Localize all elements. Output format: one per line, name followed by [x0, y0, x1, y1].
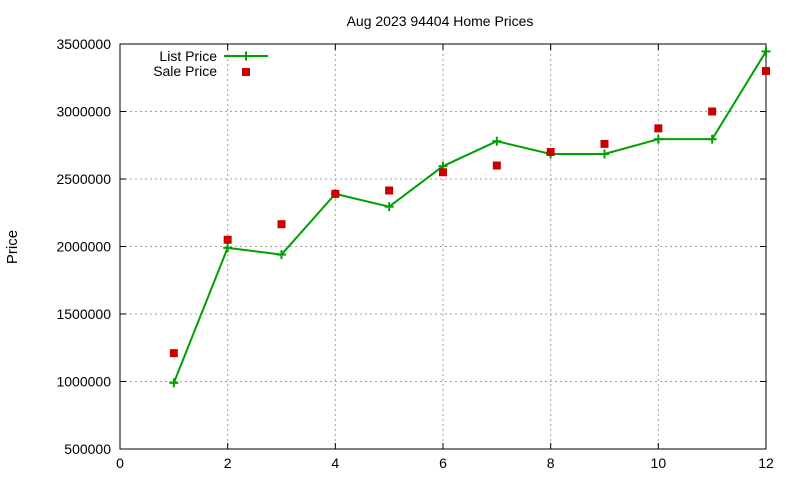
y-tick-label: 1500000	[56, 306, 111, 322]
x-tick-label: 8	[547, 455, 555, 471]
legend-marker-list-price	[241, 51, 251, 61]
x-tick-label: 12	[758, 455, 774, 471]
series-line-list-price	[172, 50, 767, 384]
y-axis-title: Price	[4, 230, 21, 264]
list-price-point	[384, 202, 394, 212]
y-tick-label: 2000000	[56, 239, 111, 255]
list-price-point	[707, 134, 717, 144]
y-tick-label: 500000	[64, 441, 111, 457]
legend-label-list-price: List Price	[159, 48, 217, 64]
legend-label-sale-price: Sale Price	[153, 63, 217, 79]
x-tick-label: 4	[331, 455, 339, 471]
sale-price-point	[223, 235, 232, 244]
list-price-point	[169, 378, 179, 388]
sale-price-point	[439, 168, 447, 177]
list-price-point	[761, 46, 771, 56]
chart-title: Aug 2023 94404 Home Prices	[347, 13, 534, 29]
sale-price-point	[600, 139, 609, 148]
grid	[120, 44, 766, 449]
legend: List Price Sale Price	[153, 48, 268, 79]
list-price-point	[223, 243, 233, 253]
sale-price-point	[331, 189, 340, 198]
x-tick-label: 0	[116, 455, 124, 471]
y-tick-label: 3000000	[56, 104, 111, 120]
sale-price-point	[762, 67, 770, 75]
sale-price-point	[492, 161, 501, 170]
legend-marker-sale-price	[242, 68, 250, 76]
sale-price-point	[169, 349, 178, 358]
axis-ticks: 0 2 4 6 8 10 12 500000 1000000 1500000 2000000 2500…	[56, 36, 774, 471]
y-tick-label: 2500000	[56, 171, 111, 187]
sale-price-point	[708, 107, 717, 116]
y-tick-label: 3500000	[56, 36, 111, 52]
x-tick-label: 10	[651, 455, 667, 471]
list-price-point	[653, 134, 663, 144]
list-price-point	[600, 149, 609, 159]
sale-price-point	[277, 220, 286, 229]
sale-price-point	[546, 148, 555, 156]
x-tick-label: 2	[224, 455, 232, 471]
y-tick-label: 1000000	[56, 374, 111, 390]
series-layer	[169, 46, 771, 388]
x-tick-label: 6	[439, 455, 447, 471]
sale-price-point	[385, 186, 394, 195]
list-price-point	[492, 136, 502, 146]
sale-price-point	[654, 124, 663, 133]
list-price-point	[277, 250, 286, 260]
